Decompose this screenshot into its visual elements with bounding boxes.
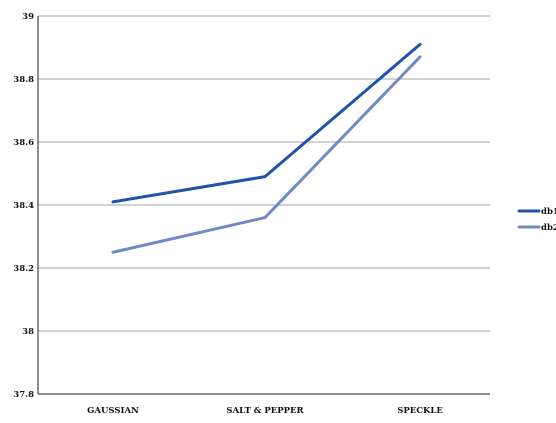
y-tick-labels: 37.8 38 38.2 38.4 38.6 38.8 39 (13, 12, 34, 400)
y-tick-label: 38.4 (13, 201, 34, 211)
y-tick-label: 39 (22, 12, 34, 22)
axes (37, 16, 490, 395)
x-category-label: SPECKLE (397, 406, 443, 416)
x-category-labels: GAUSSIAN SALT & PEPPER SPECKLE (87, 406, 443, 416)
gridlines (38, 15, 490, 332)
series-line-db2 (111, 55, 422, 254)
legend-item-db2: db2 (517, 223, 556, 233)
y-tick-label: 38.6 (13, 138, 34, 148)
x-category-label: SALT & PEPPER (226, 406, 304, 416)
legend-label: db2 (541, 223, 556, 233)
y-tick-label: 38 (22, 327, 34, 337)
y-tick-label: 38.2 (13, 264, 34, 274)
series-line-db1 (111, 42, 422, 204)
y-tick-label: 38.8 (13, 75, 34, 85)
legend: db1 db2 (517, 207, 556, 233)
x-category-label: GAUSSIAN (87, 406, 139, 416)
series-lines (111, 42, 422, 254)
legend-item-db1: db1 (517, 207, 556, 217)
legend-label: db1 (541, 207, 556, 217)
y-tick-label: 37.8 (13, 390, 34, 400)
